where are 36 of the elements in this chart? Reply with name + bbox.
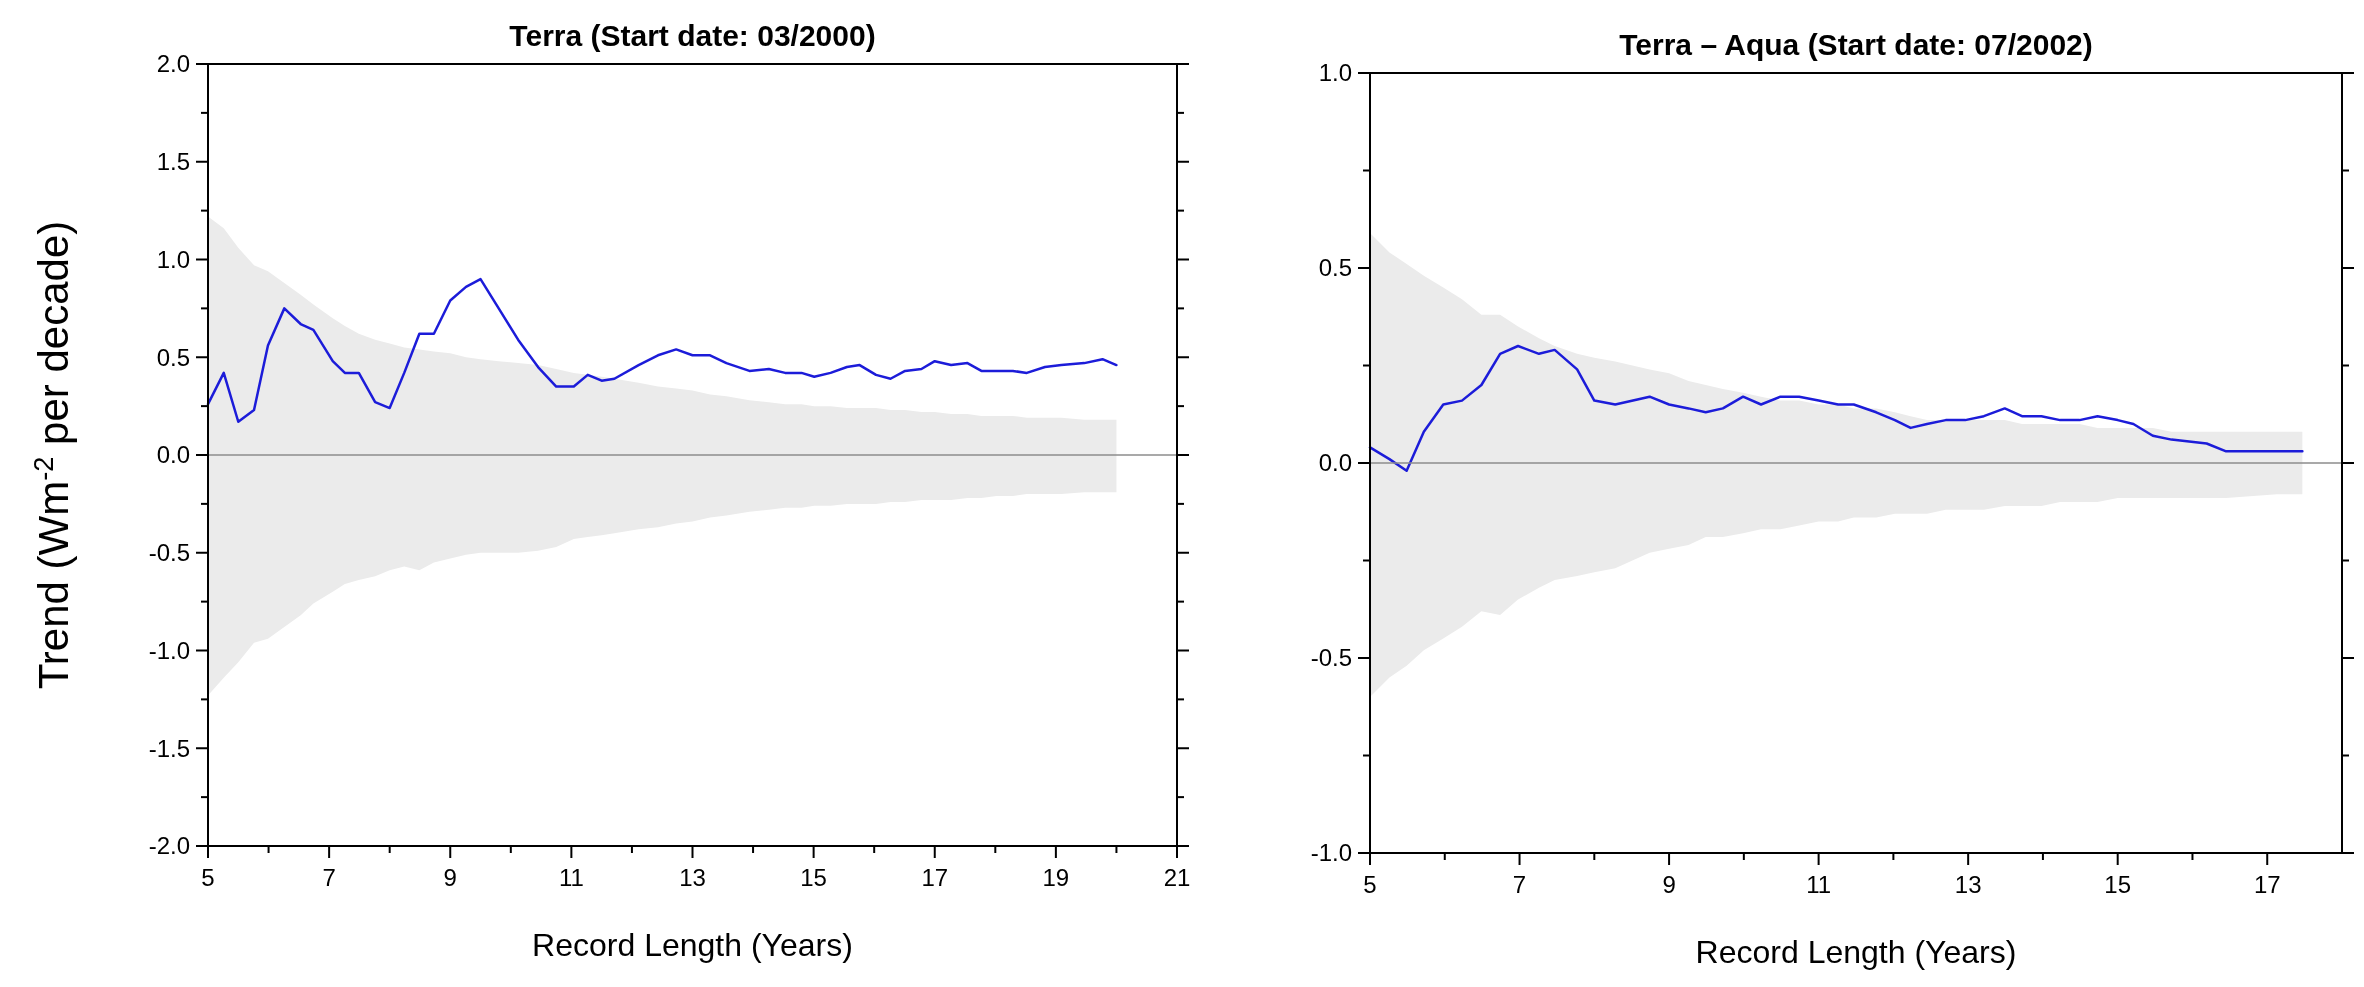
x-tick-label: 5 — [1363, 871, 1377, 898]
y-tick-label: -0.5 — [148, 539, 190, 567]
y-tick-label: 0.5 — [156, 343, 190, 371]
x-tick-label: 5 — [201, 864, 215, 891]
y-tick-label: -2.0 — [148, 832, 190, 860]
x-tick-label: 7 — [322, 864, 336, 891]
line-series — [1368, 344, 2304, 473]
x-tick-label: 13 — [1954, 871, 1982, 898]
x-tick-label: 15 — [2104, 871, 2132, 898]
y-tick-label: -1.0 — [148, 636, 190, 664]
y-tick-label: 0.5 — [1318, 254, 1352, 282]
x-tick-label: 13 — [679, 864, 706, 891]
x-tick-label: 7 — [1512, 871, 1527, 898]
x-tick-label: 21 — [1163, 864, 1191, 891]
x-axis-title: Record Length (Years) — [1695, 934, 2017, 970]
x-tick-label: 19 — [1042, 864, 1070, 891]
x-tick-label: 9 — [443, 864, 457, 891]
y-tick-label: 0.0 — [1318, 449, 1352, 477]
y-tick-label: 1.0 — [156, 245, 190, 273]
y-tick-label: 0.0 — [156, 441, 190, 469]
x-tick-label: 11 — [1806, 871, 1832, 898]
x-axis-title: Record Length (Years) — [532, 927, 853, 963]
line-series — [206, 277, 1118, 424]
y-tick-label: -1.5 — [148, 734, 190, 762]
x-tick-label: 15 — [800, 864, 827, 891]
y-tick-label: 2.0 — [156, 50, 190, 78]
y-tick-label: 1.0 — [1318, 59, 1352, 87]
x-tick-label: 11 — [558, 864, 584, 891]
x-tick-label: 9 — [1662, 871, 1676, 898]
chart-title: Terra (Start date: 03/2000) — [509, 19, 876, 52]
chart-title: Terra – Aqua (Start date: 07/2002) — [1619, 28, 2093, 61]
x-tick-label: 17 — [2253, 871, 2281, 898]
y-tick-label: 1.5 — [156, 148, 190, 176]
y-tick-label: -1.0 — [1310, 839, 1352, 867]
y-tick-label: -0.5 — [1310, 644, 1352, 672]
x-tick-label: 17 — [921, 864, 949, 891]
